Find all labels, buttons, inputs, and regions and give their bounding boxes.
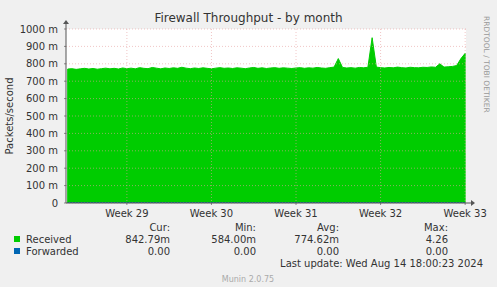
- y-tick-label: 400 m: [26, 128, 58, 139]
- y-grid: [66, 133, 466, 134]
- x-tick-label: Week 32: [359, 208, 402, 219]
- y-grid: [66, 46, 466, 47]
- y-grid: [66, 150, 466, 151]
- x-grid: [211, 29, 212, 203]
- x-grid: [380, 29, 381, 203]
- footer: Munin 2.0.75: [222, 275, 274, 284]
- y-grid: [66, 81, 466, 82]
- y-grid: [66, 29, 466, 30]
- y-grid: [66, 63, 466, 64]
- y-tick-label: 500 m: [26, 111, 58, 122]
- y-tick-label: 700 m: [26, 76, 58, 87]
- x-tick-label: Week 30: [190, 208, 233, 219]
- x-grid: [296, 29, 297, 203]
- y-arrow: [63, 20, 69, 24]
- stat-value: 0.00: [317, 246, 339, 257]
- y-tick-label: 200 m: [26, 163, 58, 174]
- x-grid: [126, 29, 127, 203]
- area-0: [68, 38, 465, 203]
- stat-value: 842.79m: [125, 234, 170, 245]
- plot-area: [66, 29, 466, 203]
- y-tick-label: 100 m: [26, 180, 58, 191]
- y-tick-label: 1000 m: [20, 24, 58, 35]
- stat-value: 774.62m: [294, 234, 339, 245]
- last-update: Last update: Wed Aug 14 18:00:23 2024: [280, 258, 483, 269]
- series-group: [68, 38, 465, 203]
- legend-label: Forwarded: [26, 246, 79, 257]
- stat-header: Avg:: [317, 222, 339, 233]
- x-grid: [465, 29, 466, 203]
- stat-header: Max:: [424, 222, 448, 233]
- y-tick-label: 900 m: [26, 41, 58, 52]
- y-grid: [66, 116, 466, 117]
- legend-swatch: [14, 248, 20, 254]
- x-tick-label: Week 31: [274, 208, 317, 219]
- y-axis: [66, 23, 67, 203]
- stat-value: 0.00: [426, 246, 448, 257]
- y-tick-label: 0: [52, 198, 58, 209]
- y-grid: [66, 168, 466, 169]
- background: [0, 0, 497, 287]
- stat-value: 584.00m: [211, 234, 256, 245]
- chart: Firewall Throughput - by month 0 100 m 200 …: [0, 0, 497, 287]
- stat-header: Min:: [235, 222, 256, 233]
- y-tick-label: 600 m: [26, 93, 58, 104]
- y-grid: [66, 98, 466, 99]
- y-label: Packets/second: [4, 78, 15, 155]
- y-grid: [66, 185, 466, 186]
- y-tick-label: 800 m: [26, 58, 58, 69]
- y-tick-label: 300 m: [26, 145, 58, 156]
- stat-value: 0.00: [148, 246, 170, 257]
- title: Firewall Throughput - by month: [154, 11, 342, 25]
- stat-header: Cur:: [149, 222, 170, 233]
- x-tick-label: Week 29: [105, 208, 148, 219]
- x-axis: [66, 203, 472, 204]
- x-arrow: [471, 200, 475, 206]
- legend-label: Received: [26, 234, 72, 245]
- stat-value: 4.26: [426, 234, 448, 245]
- stat-value: 0.00: [234, 246, 256, 257]
- legend-swatch: [14, 236, 20, 242]
- x-tick-label: Week 33: [443, 208, 486, 219]
- watermark: RRDTOOL / TOBI OETIKER: [482, 16, 491, 113]
